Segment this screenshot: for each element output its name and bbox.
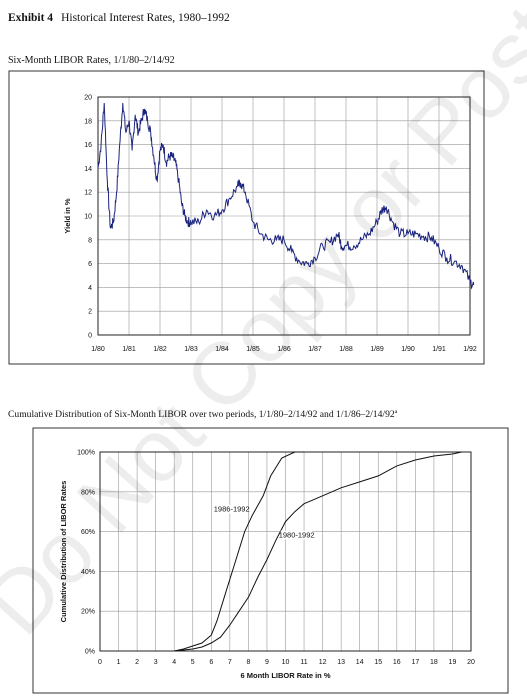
chart1-xtick: 1/86 xyxy=(277,346,291,353)
chart2-xtick: 1 xyxy=(117,659,121,666)
chart2-ytick: 0% xyxy=(85,649,95,656)
chart2-xtick: 8 xyxy=(246,659,250,666)
chart2-xlabel: 6 Month LIBOR Rate in % xyxy=(241,671,331,680)
chart2-ytick: 60% xyxy=(81,529,95,536)
chart2-xtick: 20 xyxy=(467,659,475,666)
chart2-xtick: 13 xyxy=(337,659,345,666)
chart2-ylabel: Cumulative Distribution of LIBOR Rates xyxy=(59,481,68,623)
chart2-xtick: 7 xyxy=(228,659,232,666)
chart2-series-label-bg xyxy=(280,530,313,540)
chart1-ylabel: Yield in % xyxy=(63,198,72,233)
chart2-xtick: 4 xyxy=(172,659,176,666)
chart1-series-line xyxy=(97,102,475,290)
chart1-ytick: 0 xyxy=(88,333,92,340)
chart1-xtick: 1/81 xyxy=(122,346,136,353)
chart2-series-label: 1986-1992 xyxy=(214,505,250,514)
chart2-series-label-bg xyxy=(215,504,248,514)
chart1-ytick: 16 xyxy=(84,142,92,149)
chart2-xtick: 18 xyxy=(430,659,438,666)
chart2-xtick: 16 xyxy=(393,659,401,666)
chart1-frame xyxy=(8,70,485,365)
chart1-xtick: 1/84 xyxy=(215,346,229,353)
chart1-xtick: 1/87 xyxy=(308,346,322,353)
chart1-xtick: 1/82 xyxy=(153,346,167,353)
chart2-xtick: 12 xyxy=(319,659,327,666)
libor-chart: 0 2 4 6 8 10 12 14 16 18 20 1/80 1/81 1/82 1/83 1/84 1/8… xyxy=(8,70,485,365)
exhibit-header: Exhibit 4 Historical Interest Rates, 1980… xyxy=(8,12,230,24)
chart2-frame xyxy=(32,427,509,694)
chart2-xtick: 9 xyxy=(265,659,269,666)
chart1-xtick: 1/88 xyxy=(339,346,353,353)
chart2-xtick: 10 xyxy=(282,659,290,666)
chart2-ytick: 20% xyxy=(81,609,95,616)
chart2-xtick: 0 xyxy=(98,659,102,666)
chart1-xtick: 1/90 xyxy=(401,346,415,353)
chart1-ytick: 20 xyxy=(84,95,92,102)
chart2-xtick: 15 xyxy=(374,659,382,666)
chart2-xtick: 17 xyxy=(411,659,419,666)
chart1-ytick: 14 xyxy=(84,166,92,173)
chart1-ytick: 12 xyxy=(84,190,92,197)
chart2-ytick: 80% xyxy=(81,489,95,496)
chart2-subtitle: Cumulative Distribution of Six-Month LIB… xyxy=(8,409,398,420)
exhibit-title: Historical Interest Rates, 1980–1992 xyxy=(61,12,230,24)
chart1-xtick: 1/85 xyxy=(246,346,260,353)
chart1-xtick: 1/92 xyxy=(463,346,477,353)
cumulative-chart: 0%20%40%60%80%100%0 1 2 3 4 5 6 7 8 9 10 11 12 13 14 15… xyxy=(32,427,509,694)
chart2-ytick: 40% xyxy=(81,569,95,576)
chart2-xtick: 19 xyxy=(449,659,457,666)
watermark: Do Not Copy or Post xyxy=(0,0,527,653)
chart2-ytick: 100% xyxy=(77,450,95,457)
chart2-series-label: 1980-1992 xyxy=(279,531,315,540)
chart2-series-line xyxy=(174,451,462,652)
chart2-xtick: 14 xyxy=(356,659,364,666)
chart1-plot-area xyxy=(97,96,471,336)
exhibit-label: Exhibit 4 xyxy=(8,12,54,24)
chart1-ytick: 6 xyxy=(88,261,92,268)
chart2-xtick: 5 xyxy=(191,659,195,666)
chart2-xtick: 3 xyxy=(154,659,158,666)
chart1-ytick: 10 xyxy=(84,214,92,221)
chart2-xtick: 2 xyxy=(135,659,139,666)
chart1-ytick: 2 xyxy=(88,309,92,316)
chart1-xtick: 1/83 xyxy=(184,346,198,353)
chart1-xtick: 1/80 xyxy=(91,346,105,353)
chart1-ytick: 8 xyxy=(88,237,92,244)
chart2-series-line xyxy=(174,451,305,652)
chart1-xtick: 1/91 xyxy=(432,346,446,353)
chart2-plot-area xyxy=(99,451,472,652)
chart2-xtick: 11 xyxy=(300,659,307,666)
chart1-ytick: 4 xyxy=(88,285,92,292)
chart1-xtick: 1/89 xyxy=(370,346,384,353)
chart1-ytick: 18 xyxy=(84,118,92,125)
chart2-xtick: 6 xyxy=(209,659,213,666)
chart1-subtitle: Six-Month LIBOR Rates, 1/1/80–2/14/92 xyxy=(8,55,175,66)
